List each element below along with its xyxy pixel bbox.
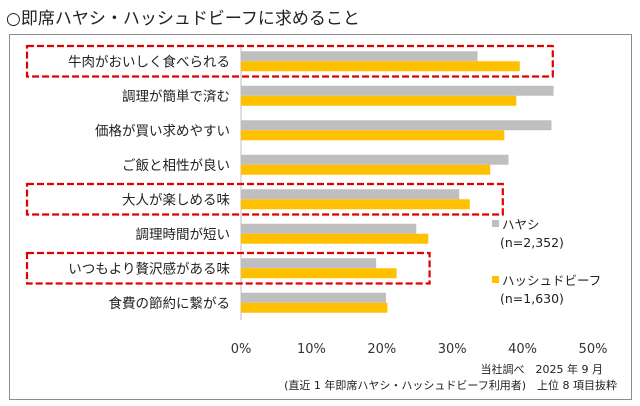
legend-swatch [492,276,499,283]
legend-label: ハッシュドビーフ [502,273,601,288]
bar-hayashi [241,51,478,62]
x-tick-label: 30% [438,342,467,357]
bar-hashed-beef [241,130,505,141]
bar-hayashi [241,154,509,165]
x-tick-label: 50% [579,342,608,357]
highlight-box [25,44,554,78]
bar-hashed-beef [241,95,517,106]
x-tick-label: 0% [231,342,252,357]
x-tick-label: 10% [297,342,326,357]
chart-title: ○即席ハヤシ・ハッシュドビーフに求めること [6,9,360,29]
x-tick-label: 20% [367,342,396,357]
bar-hayashi [241,85,554,96]
category-label: 大人が楽しめる味 [122,192,230,208]
source-note: (直近 1 年即席ハヤシ・ハッシュドビーフ利用者) 上位 8 項目抜粋 [284,378,617,392]
source-note: 当社調べ 2025 年 9 月 [481,362,603,376]
x-tick-label: 40% [508,342,537,357]
bar-hashed-beef [241,233,429,244]
legend-n: (n=1,630) [500,291,564,306]
category-label: ご飯と相性が良い [122,158,230,174]
category-label: 牛肉がおいしく食べられる [68,53,230,70]
highlight-box [25,182,504,216]
bar-hashed-beef [241,302,388,313]
bar-hayashi [241,292,387,303]
category-label: いつもより贅沢感がある味 [68,260,230,277]
bar-hayashi [241,258,377,269]
bar-hayashi [241,120,552,131]
bar-hayashi [241,223,417,234]
highlight-box [25,251,431,285]
legend-n: (n=2,352) [500,235,564,250]
category-label: 調理が簡単で済む [122,89,230,105]
bar-hashed-beef [241,268,397,279]
legend-swatch [492,220,499,227]
category-label: 食費の節約に繋がる [109,295,231,312]
legend-label: ハヤシ [502,217,540,232]
chart-frame [9,34,632,400]
category-label: 調理時間が短い [136,227,231,243]
bar-hashed-beef [241,61,520,72]
bar-hashed-beef [241,164,491,175]
bar-hashed-beef [241,199,470,210]
bar-hayashi [241,189,460,200]
category-label: 価格が買い求めやすい [95,123,230,139]
